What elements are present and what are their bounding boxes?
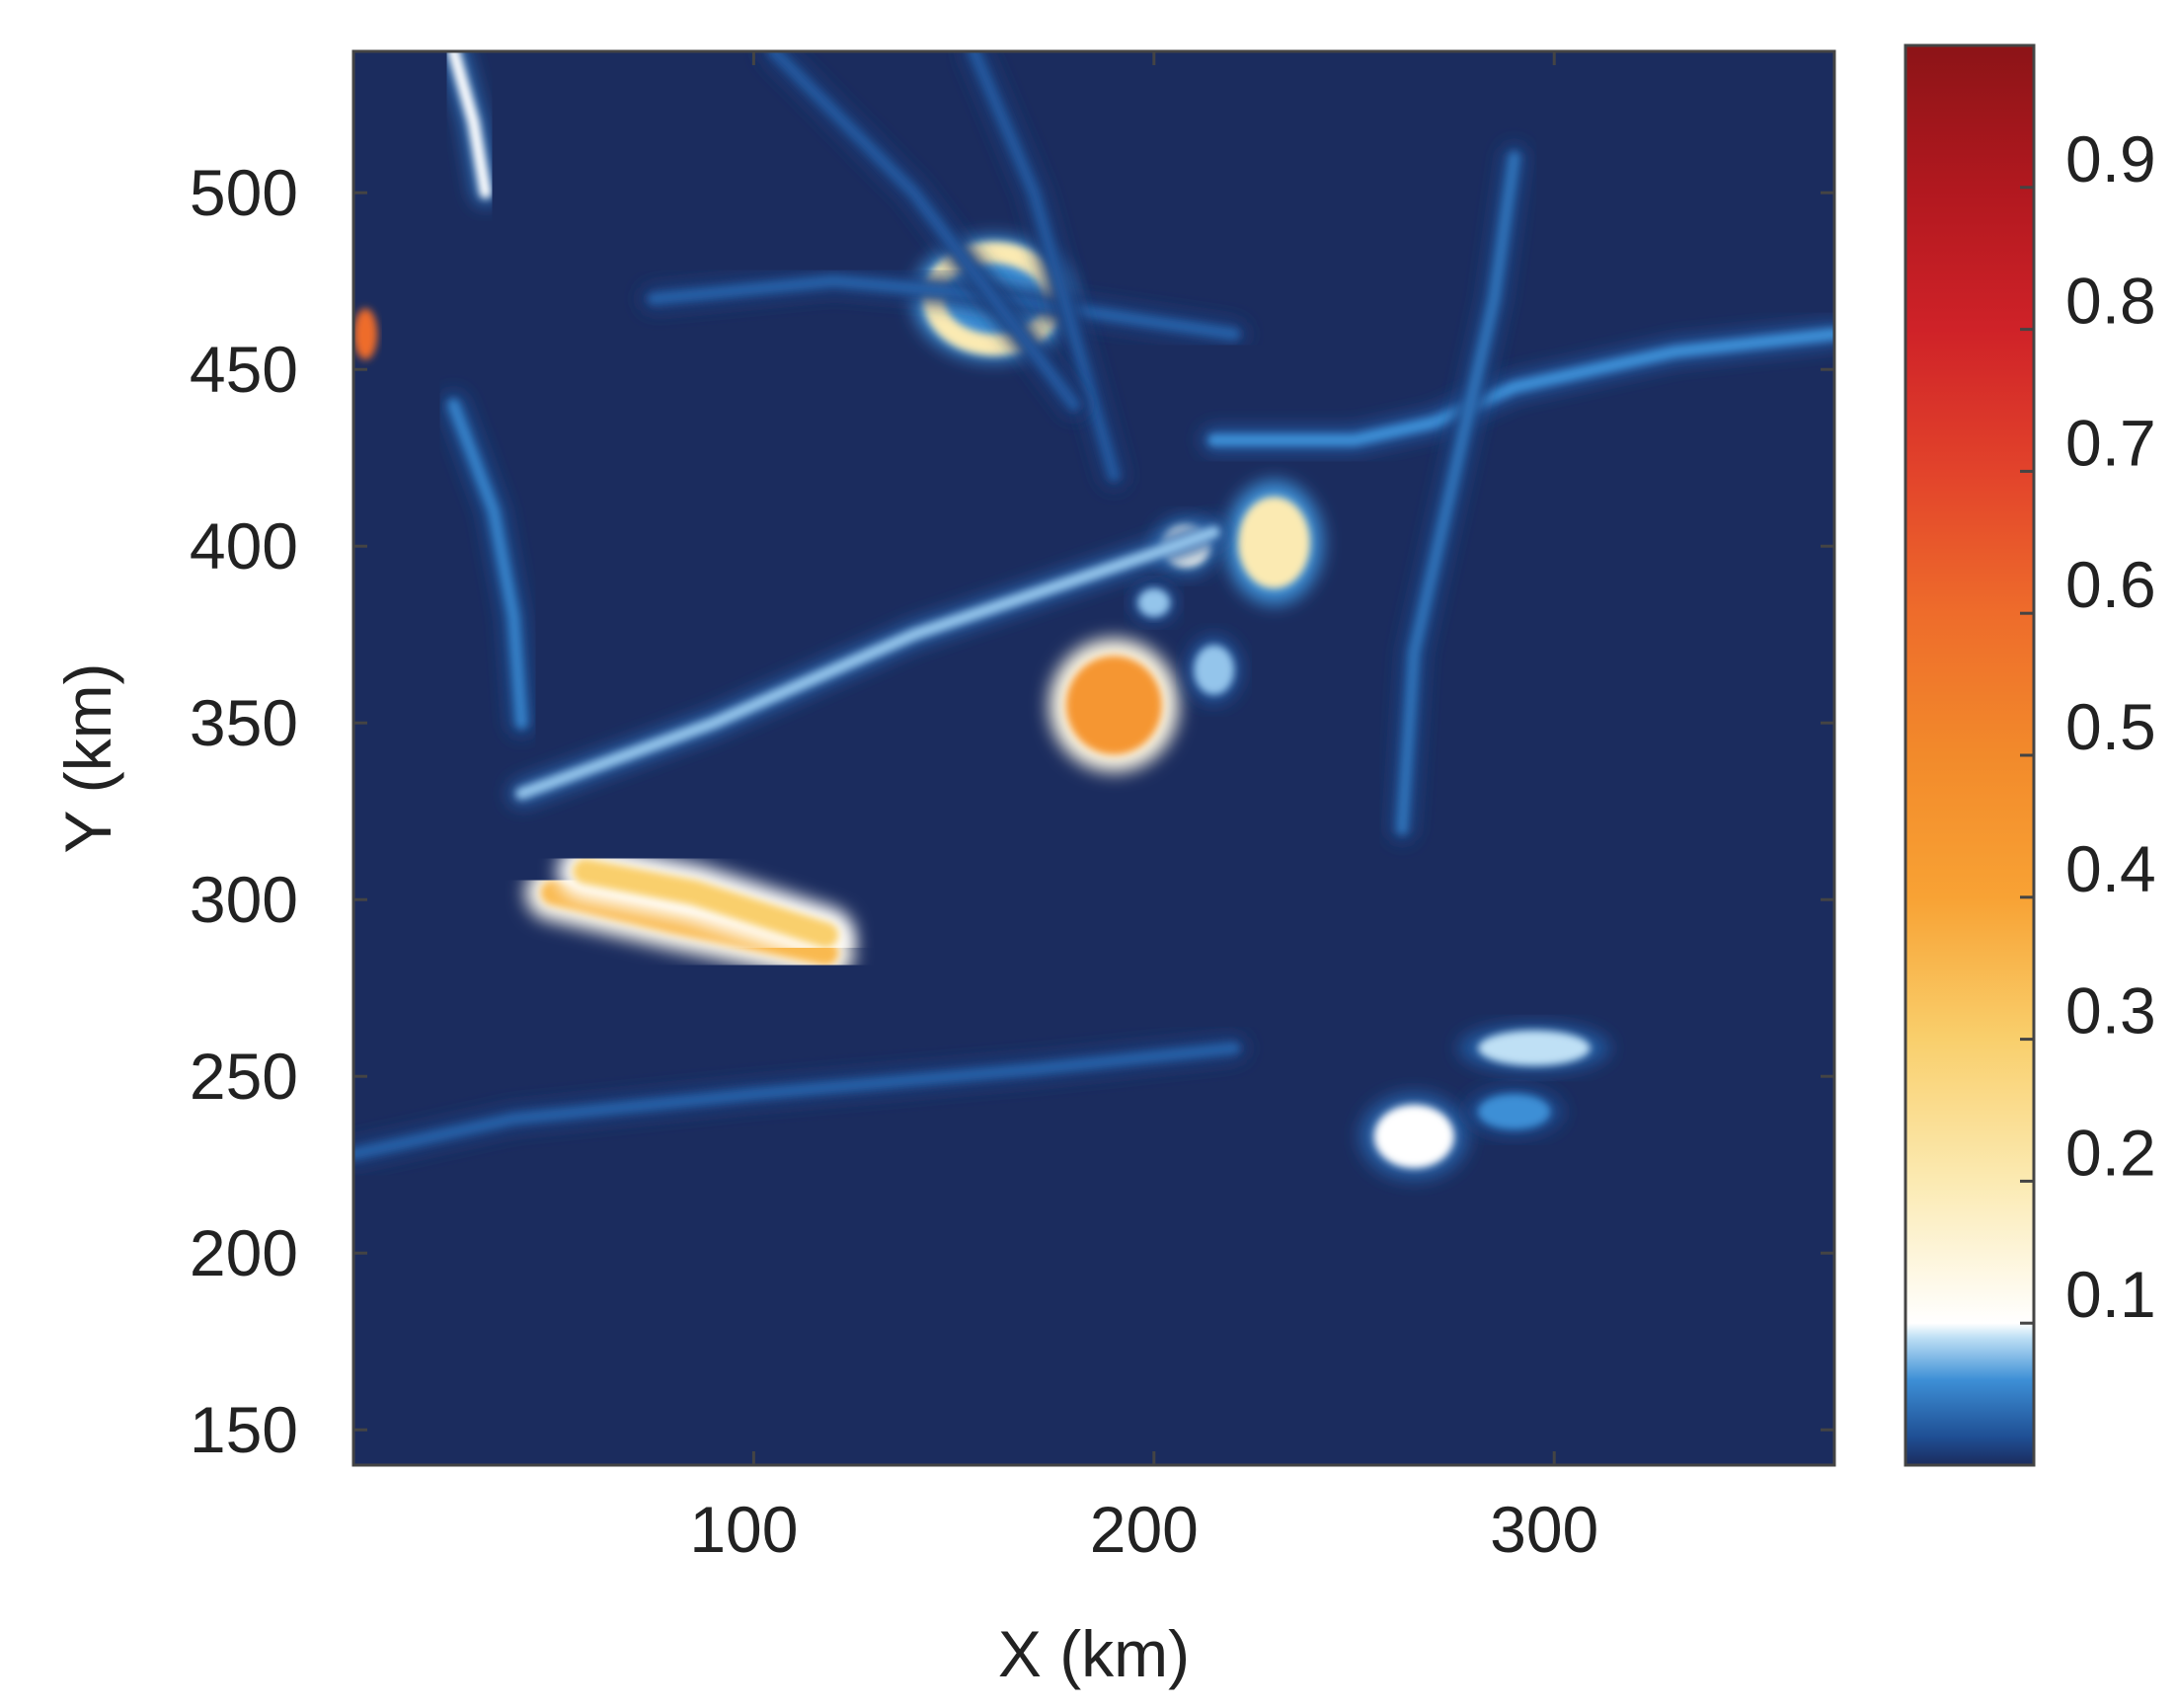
x-axis-title: X (km) — [998, 1617, 1190, 1690]
colorbar-tick-label: 0.2 — [2065, 1116, 2156, 1189]
colorbar-tick-label: 0.3 — [2065, 974, 2156, 1048]
blob-10 — [1478, 1094, 1551, 1129]
y-axis-title: Y (km) — [51, 662, 124, 853]
blob-7 — [1194, 645, 1234, 695]
lineament-11 — [515, 525, 1220, 800]
axis-ticks: 100 200 300 150 200 250 300 350 400 450 500 — [190, 51, 1834, 1566]
y-tick-label: 200 — [190, 1216, 298, 1289]
lineament-17 — [767, 51, 1080, 411]
blob-4 — [1237, 497, 1310, 589]
colorbar-tick-label: 0.1 — [2065, 1258, 2156, 1331]
colorbar-tick-label: 0.9 — [2065, 122, 2156, 195]
y-tick-label: 400 — [190, 509, 298, 582]
colorbar-tick-label: 0.5 — [2065, 690, 2156, 763]
lineament-13 — [1396, 151, 1520, 835]
lineament-19 — [447, 399, 528, 730]
blob-6 — [1137, 588, 1171, 617]
y-tick-label: 150 — [190, 1393, 298, 1466]
heatmap-layer — [353, 51, 1834, 1180]
y-tick-label: 300 — [190, 863, 298, 936]
colorbar-tick-label: 0.6 — [2065, 548, 2156, 621]
x-tick-label: 300 — [1490, 1493, 1598, 1566]
blob-2 — [1065, 656, 1162, 755]
y-tick-label: 500 — [190, 156, 298, 229]
x-tick-label: 200 — [1090, 1493, 1199, 1566]
blob-8 — [1373, 1104, 1454, 1169]
colorbar-gradient — [1905, 45, 2034, 1465]
blob-9 — [1478, 1030, 1591, 1066]
lineament-18 — [447, 51, 492, 199]
plot-frame — [351, 49, 1836, 1467]
lineament-15 — [648, 274, 1240, 341]
colorbar-tick-label: 0.7 — [2065, 406, 2156, 479]
ridge-1 — [573, 858, 839, 948]
y-tick-label: 350 — [190, 686, 298, 759]
y-tick-label: 450 — [190, 333, 298, 406]
colorbar-tick-label: 0.8 — [2065, 265, 2156, 338]
lineament-16 — [968, 51, 1121, 482]
lineament-14 — [353, 1042, 1240, 1160]
x-tick-label: 100 — [689, 1493, 798, 1566]
hotspot-20 — [353, 308, 378, 360]
y-tick-label: 250 — [190, 1040, 298, 1113]
colorbar: 0.1 0.2 0.3 0.4 0.5 0.6 0.7 0.8 0.9 — [1904, 43, 2156, 1467]
colorbar-tick-label: 0.4 — [2065, 832, 2156, 905]
